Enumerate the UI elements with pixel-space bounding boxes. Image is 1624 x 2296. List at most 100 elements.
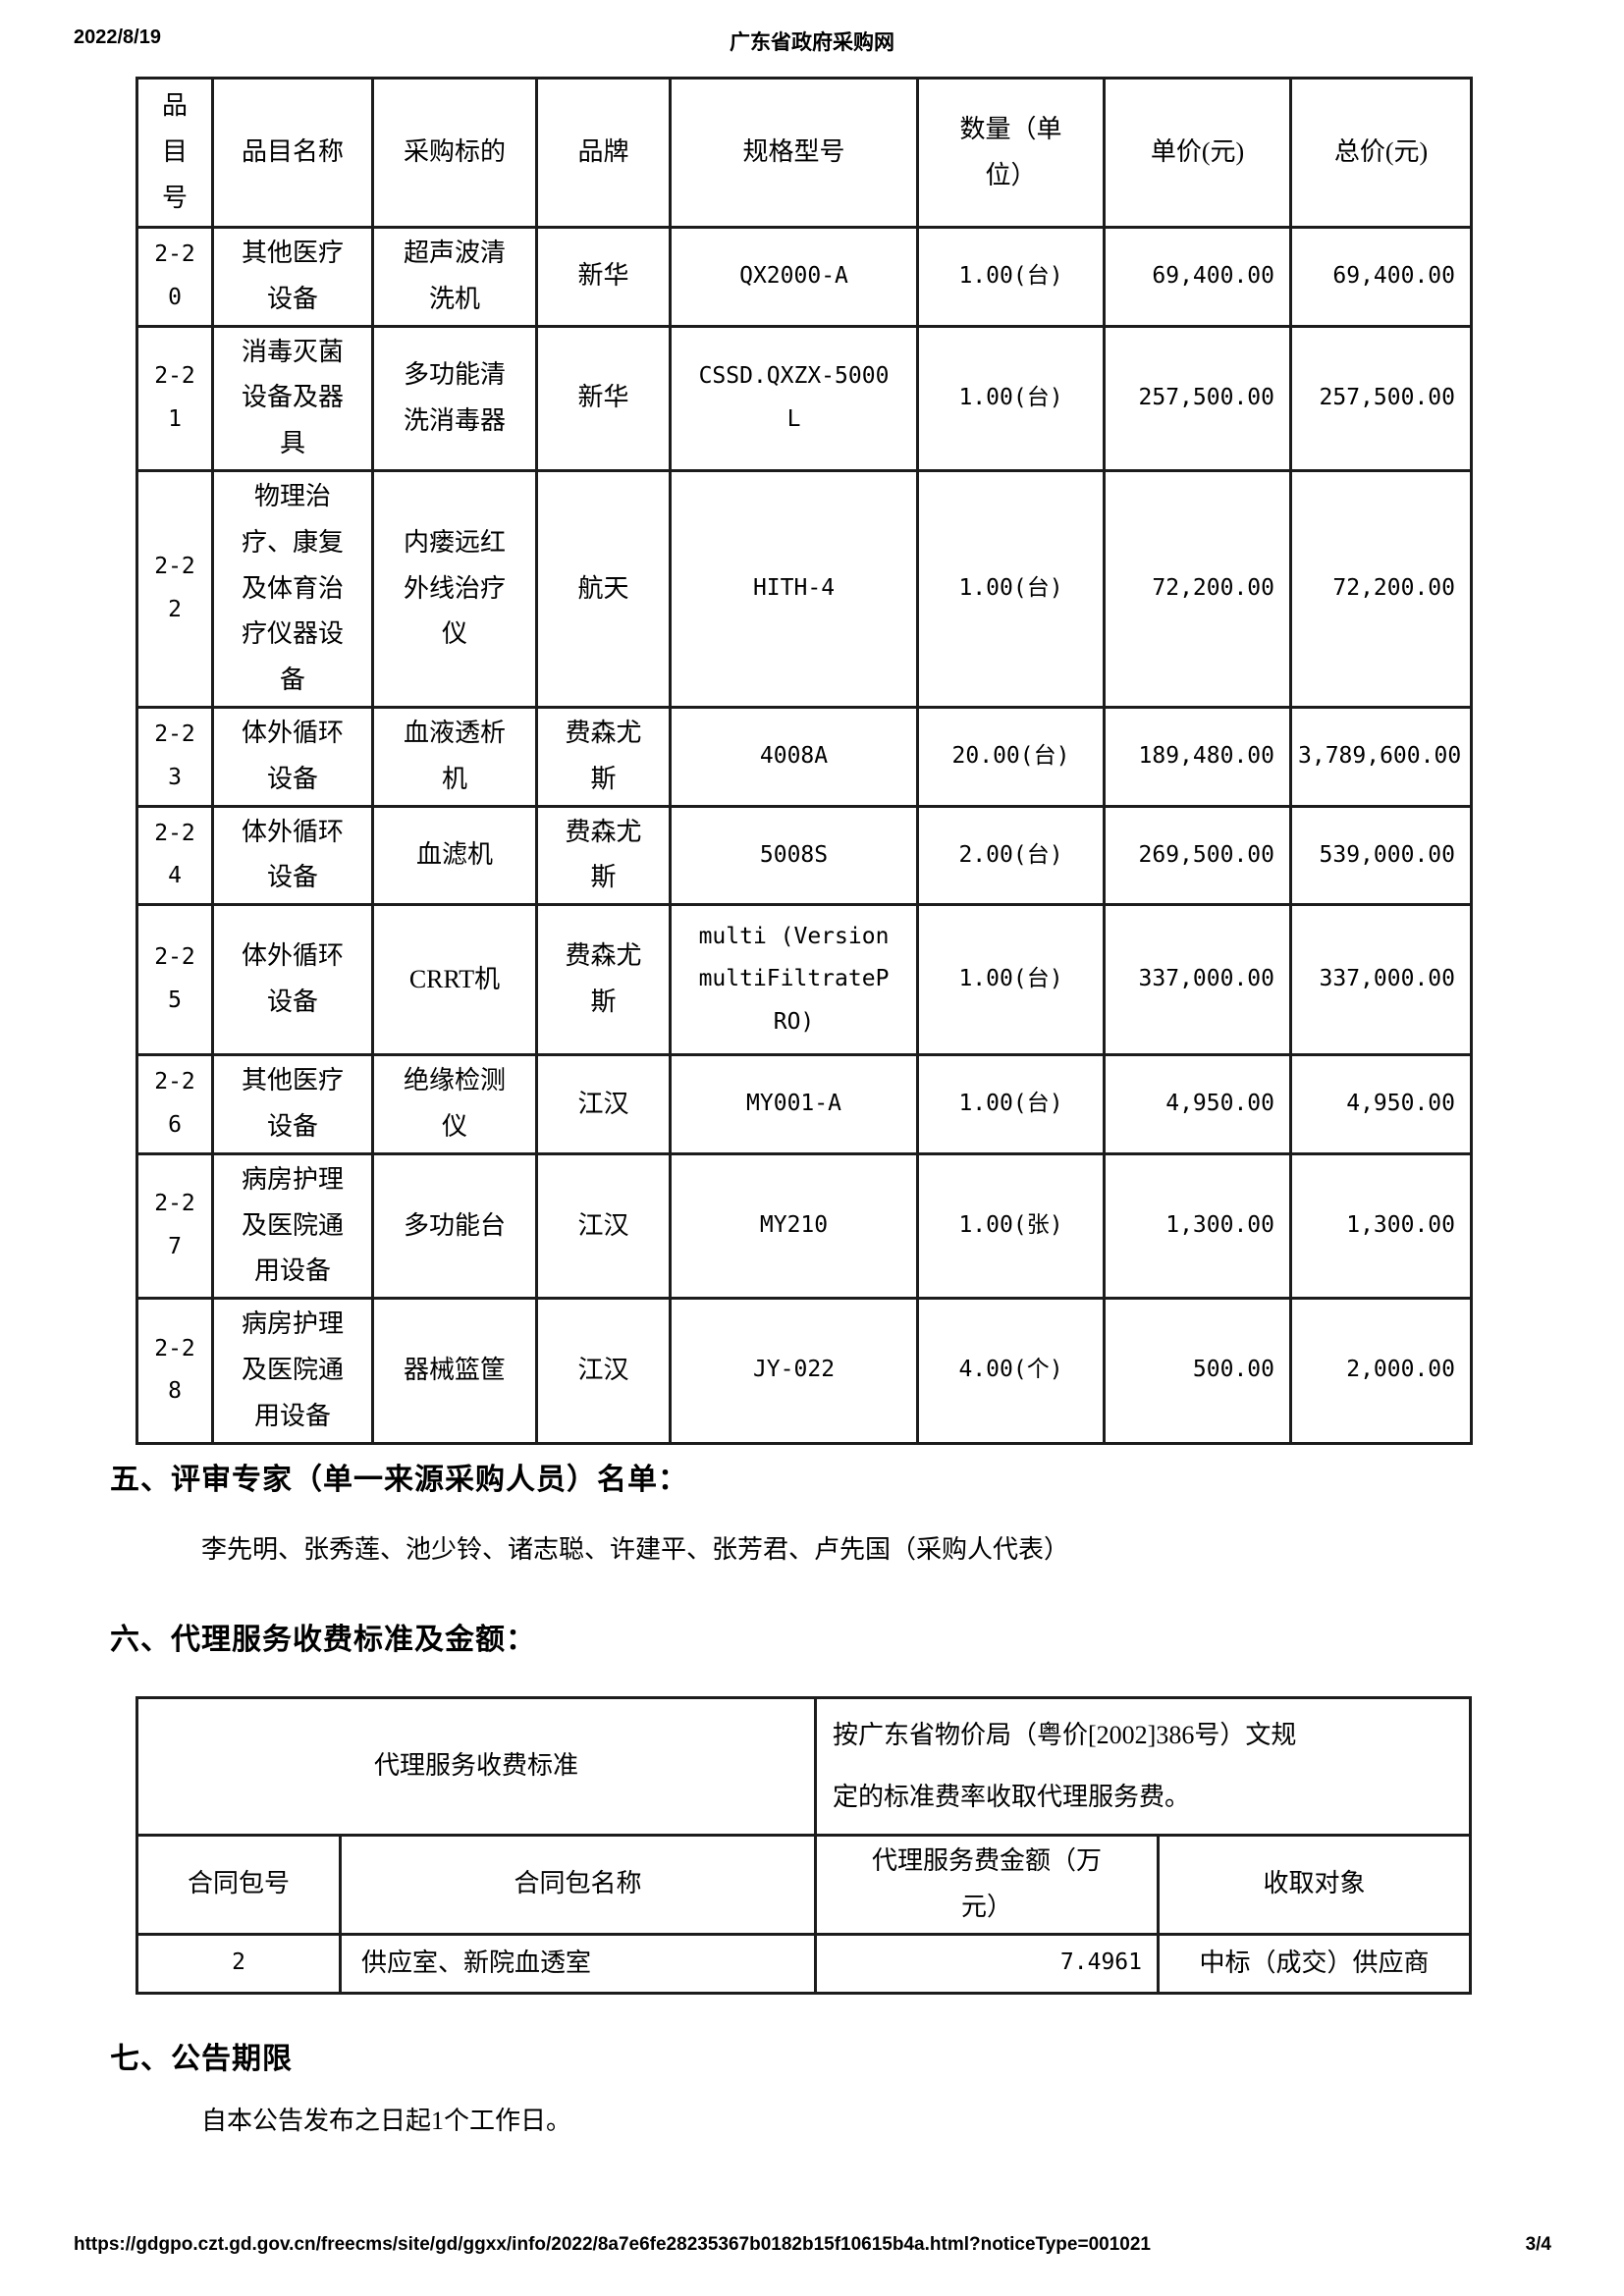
cell-model: MY210 xyxy=(669,1151,919,1301)
column-header-target: 采购标的 xyxy=(371,77,538,229)
section-5-heading: 五、评审专家（单一来源采购人员）名单： xyxy=(110,1464,688,1496)
cell-total-price: 1,300.00 xyxy=(1289,1151,1473,1301)
cell-total-price: 69,400.00 xyxy=(1289,226,1473,328)
cell-total-price: 3,789,600.00 xyxy=(1289,705,1473,808)
cell-item-name: 消毒灭菌 设备及器 具 xyxy=(211,324,374,472)
expert-names: 李先明、张秀莲、池少铃、诸志聪、许建平、张芳君、卢先国（采购人代表） xyxy=(201,1535,1070,1564)
footer-page-number: 3/4 xyxy=(1525,2234,1551,2255)
section-7-heading: 七、公告期限 xyxy=(110,2043,293,2075)
cell-model: HITH-4 xyxy=(669,468,919,709)
cell-target: 血液透析 机 xyxy=(371,705,538,808)
cell-brand: 航天 xyxy=(535,468,672,709)
cell-unit-price: 189,480.00 xyxy=(1103,705,1292,808)
cell-qty: 1.00(台) xyxy=(916,1053,1106,1155)
cell-item-name: 病房护理 及医院通 用设备 xyxy=(211,1297,374,1445)
cell-unit-price: 500.00 xyxy=(1103,1297,1292,1445)
table-row: 2-2 4 体外循环 设备 血滤机 费森尤 斯 5008S 2.00(台) 26… xyxy=(135,804,1473,907)
cell-unit-price: 72,200.00 xyxy=(1103,468,1292,709)
table-row: 2-2 7 病房护理 及医院通 用设备 多功能台 江汉 MY210 1.00(张… xyxy=(135,1151,1473,1301)
cell-item-id: 2-2 4 xyxy=(135,804,214,907)
column-header-item-name: 品目名称 xyxy=(211,77,374,229)
cell-target: 血滤机 xyxy=(371,804,538,907)
column-header-item-id: 品 目 号 xyxy=(135,77,214,229)
cell-target: 器械篮筐 xyxy=(371,1297,538,1445)
site-title: 广东省政府采购网 xyxy=(730,31,894,54)
fee-standard-row: 代理服务收费标准 按广东省物价局（粤价[2002]386号）文规 定的标准费率收… xyxy=(135,1696,1473,1837)
fee-cell-package-no: 2 xyxy=(135,1932,342,1995)
cell-model: 5008S xyxy=(669,804,919,907)
cell-unit-price: 4,950.00 xyxy=(1103,1053,1292,1155)
cell-qty: 20.00(台) xyxy=(916,705,1106,808)
cell-unit-price: 1,300.00 xyxy=(1103,1151,1292,1301)
cell-qty: 1.00(张) xyxy=(916,1151,1106,1301)
column-header-brand: 品牌 xyxy=(535,77,672,229)
cell-model: JY-022 xyxy=(669,1297,919,1445)
cell-total-price: 2,000.00 xyxy=(1289,1297,1473,1445)
cell-unit-price: 269,500.00 xyxy=(1103,804,1292,907)
cell-target: 多功能清 洗消毒器 xyxy=(371,324,538,472)
items-table: 品 目 号 品目名称 采购标的 品牌 规格型号 数量（单 位） 单价(元) 总价… xyxy=(135,77,1473,1445)
cell-brand: 江汉 xyxy=(535,1053,672,1155)
cell-model: QX2000-A xyxy=(669,226,919,328)
fee-header-row: 合同包号 合同包名称 代理服务费金额（万 元） 收取对象 xyxy=(135,1834,1473,1936)
table-row: 2-2 0 其他医疗 设备 超声波清 洗机 新华 QX2000-A 1.00(台… xyxy=(135,226,1473,328)
cell-item-id: 2-2 7 xyxy=(135,1151,214,1301)
fee-col-amount: 代理服务费金额（万 元） xyxy=(814,1834,1161,1936)
section-6-heading: 六、代理服务收费标准及金额： xyxy=(110,1624,536,1656)
column-header-total-price: 总价(元) xyxy=(1289,77,1473,229)
cell-item-name: 体外循环 设备 xyxy=(211,903,374,1057)
fee-cell-package-name: 供应室、新院血透室 xyxy=(338,1932,818,1995)
cell-total-price: 539,000.00 xyxy=(1289,804,1473,907)
cell-item-id: 2-2 8 xyxy=(135,1297,214,1445)
cell-target: CRRT机 xyxy=(371,903,538,1057)
cell-item-name: 其他医疗 设备 xyxy=(211,1053,374,1155)
fee-data-row: 2 供应室、新院血透室 7.4961 中标（成交）供应商 xyxy=(135,1932,1473,1995)
cell-unit-price: 337,000.00 xyxy=(1103,903,1292,1057)
cell-item-name: 体外循环 设备 xyxy=(211,705,374,808)
footer-url: https://gdgpo.czt.gd.gov.cn/freecms/site… xyxy=(74,2234,1151,2255)
cell-qty: 2.00(台) xyxy=(916,804,1106,907)
cell-item-id: 2-2 3 xyxy=(135,705,214,808)
cell-target: 内瘘远红 外线治疗 仪 xyxy=(371,468,538,709)
cell-item-name: 病房护理 及医院通 用设备 xyxy=(211,1151,374,1301)
table-row: 2-2 3 体外循环 设备 血液透析 机 费森尤 斯 4008A 20.00(台… xyxy=(135,705,1473,808)
table-row: 2-2 6 其他医疗 设备 绝缘检测 仪 江汉 MY001-A 1.00(台) … xyxy=(135,1053,1473,1155)
notice-period-text: 自本公告发布之日起1个工作日。 xyxy=(201,2107,572,2135)
cell-item-id: 2-2 1 xyxy=(135,324,214,472)
cell-item-id: 2-2 0 xyxy=(135,226,214,328)
cell-qty: 1.00(台) xyxy=(916,468,1106,709)
cell-model: MY001-A xyxy=(669,1053,919,1155)
fee-cell-amount: 7.4961 xyxy=(814,1932,1161,1995)
cell-brand: 新华 xyxy=(535,226,672,328)
cell-brand: 江汉 xyxy=(535,1297,672,1445)
fee-col-charge-target: 收取对象 xyxy=(1157,1834,1473,1936)
fee-cell-charge-target: 中标（成交）供应商 xyxy=(1157,1932,1473,1995)
cell-target: 超声波清 洗机 xyxy=(371,226,538,328)
cell-item-name: 物理治 疗、康复 及体育治 疗仪器设 备 xyxy=(211,468,374,709)
fee-table: 代理服务收费标准 按广东省物价局（粤价[2002]386号）文规 定的标准费率收… xyxy=(135,1696,1473,1995)
cell-total-price: 72,200.00 xyxy=(1289,468,1473,709)
table-row: 2-2 8 病房护理 及医院通 用设备 器械篮筐 江汉 JY-022 4.00(… xyxy=(135,1297,1473,1445)
cell-model: CSSD.QXZX-5000 L xyxy=(669,324,919,472)
table-row: 2-2 1 消毒灭菌 设备及器 具 多功能清 洗消毒器 新华 CSSD.QXZX… xyxy=(135,324,1473,472)
cell-qty: 1.00(台) xyxy=(916,324,1106,472)
cell-qty: 1.00(台) xyxy=(916,903,1106,1057)
cell-target: 多功能台 xyxy=(371,1151,538,1301)
cell-qty: 4.00(个) xyxy=(916,1297,1106,1445)
cell-item-id: 2-2 5 xyxy=(135,903,214,1057)
header-date: 2022/8/19 xyxy=(74,27,161,48)
cell-total-price: 337,000.00 xyxy=(1289,903,1473,1057)
column-header-model: 规格型号 xyxy=(669,77,919,229)
cell-model: multi (Version multiFiltrateP RO) xyxy=(669,903,919,1057)
fee-col-package-no: 合同包号 xyxy=(135,1834,342,1936)
fee-standard-label: 代理服务收费标准 xyxy=(135,1696,818,1837)
cell-brand: 江汉 xyxy=(535,1151,672,1301)
cell-model: 4008A xyxy=(669,705,919,808)
cell-item-id: 2-2 2 xyxy=(135,468,214,709)
cell-item-id: 2-2 6 xyxy=(135,1053,214,1155)
column-header-qty: 数量（单 位） xyxy=(916,77,1106,229)
cell-brand: 费森尤 斯 xyxy=(535,903,672,1057)
cell-total-price: 4,950.00 xyxy=(1289,1053,1473,1155)
cell-unit-price: 69,400.00 xyxy=(1103,226,1292,328)
fee-standard-text: 按广东省物价局（粤价[2002]386号）文规 定的标准费率收取代理服务费。 xyxy=(814,1696,1473,1837)
